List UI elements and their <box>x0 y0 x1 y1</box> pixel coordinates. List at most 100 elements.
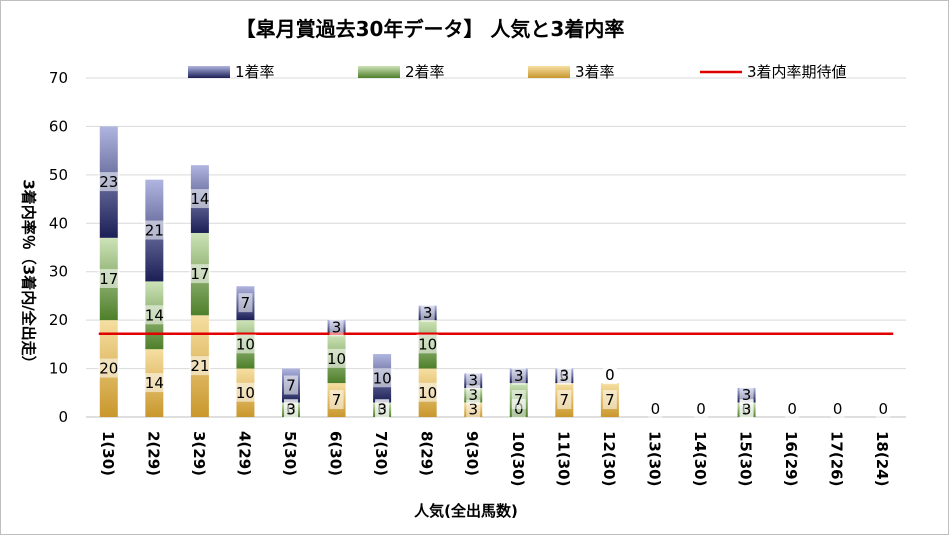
x-tick-label: 13(30) <box>645 431 663 486</box>
x-tick-label: 1(30) <box>99 431 117 476</box>
y-tick-label: 0 <box>58 408 68 426</box>
data-label: 3 <box>468 372 478 390</box>
data-label: 3 <box>423 304 433 322</box>
x-tick-label: 8(29) <box>418 431 436 476</box>
x-tick-label-group: 9(30) <box>463 431 481 476</box>
data-label-bg <box>420 302 435 322</box>
x-tick-label: 5(30) <box>281 431 299 476</box>
data-label-bg <box>234 334 257 354</box>
x-tick-label-group: 16(29) <box>782 431 800 486</box>
legend-swatch <box>358 66 400 78</box>
data-label-bg <box>416 382 439 402</box>
data-label: 7 <box>332 391 342 409</box>
data-label: 17 <box>99 270 118 288</box>
data-label-bg <box>466 385 481 405</box>
x-tick-label: 12(30) <box>600 431 618 486</box>
data-label-bg <box>97 172 120 192</box>
x-tick-label-group: 10(30) <box>509 431 527 486</box>
legend-label: 3着内率期待値 <box>747 63 847 81</box>
x-tick-label-group: 18(24) <box>873 431 891 486</box>
data-label: 3 <box>286 401 296 419</box>
data-label: 3 <box>514 367 524 385</box>
data-label-bg <box>557 390 572 410</box>
data-label-bg <box>97 358 120 378</box>
data-label-bg <box>97 268 120 288</box>
x-tick-label: 18(24) <box>873 431 891 486</box>
x-tick-label: 17(26) <box>828 431 846 486</box>
y-tick-label: 20 <box>49 311 68 329</box>
x-tick-label: 6(30) <box>327 431 345 476</box>
gridlines <box>86 77 906 418</box>
data-label: 10 <box>373 369 392 387</box>
y-axis-title: 3着内率％（3着内/全出走） <box>20 179 38 370</box>
data-label: 0 <box>878 400 888 418</box>
data-label: 10 <box>236 384 255 402</box>
data-label: 3 <box>377 401 387 419</box>
legend-label: 1着率 <box>235 63 275 81</box>
data-label-bg <box>188 189 211 209</box>
data-label: 10 <box>418 384 437 402</box>
x-tick-label-group: 6(30) <box>327 431 345 476</box>
y-tick-label: 60 <box>49 117 68 135</box>
data-label-bg <box>694 399 708 418</box>
data-label: 23 <box>99 173 118 191</box>
x-tick-label: 11(30) <box>554 431 572 486</box>
data-label: 0 <box>787 400 797 418</box>
x-tick-label: 10(30) <box>509 431 527 486</box>
data-label-bg <box>329 317 344 337</box>
y-tick-label: 30 <box>49 263 68 281</box>
x-tick-label-group: 5(30) <box>281 431 299 476</box>
x-tick-label: 16(29) <box>782 431 800 486</box>
data-label-bg <box>830 399 845 418</box>
data-label-bg <box>557 365 572 385</box>
legend-swatch <box>188 66 230 78</box>
data-label: 3 <box>468 401 478 419</box>
data-label-bg <box>511 365 526 385</box>
data-label: 0 <box>605 366 615 384</box>
data-label: 20 <box>99 360 118 378</box>
x-tick-label-group: 2(29) <box>144 431 162 476</box>
x-axis-title: 人気(全出馬数) <box>414 502 518 520</box>
data-label-bg <box>371 368 394 388</box>
data-label-bg <box>238 293 253 313</box>
data-label-bg <box>284 399 298 419</box>
data-label-bg <box>511 390 526 410</box>
data-label: 14 <box>190 190 209 208</box>
legend-swatch <box>528 66 570 78</box>
x-tick-label: 4(29) <box>235 431 253 476</box>
data-label: 7 <box>514 391 524 409</box>
y-tick-labels: 0 10 20 30 40 50 60 70 <box>49 69 68 426</box>
x-tick-label-group: 17(26) <box>828 431 846 486</box>
data-label: 10 <box>327 350 346 368</box>
data-label-bg <box>648 399 663 418</box>
data-label-bg <box>876 399 891 418</box>
data-label: 17 <box>190 265 209 283</box>
x-tick-label: 2(29) <box>144 431 162 476</box>
y-tick-label: 10 <box>49 360 68 378</box>
chart-title: 【皐月賞過去30年データ】 人気と3着内率 <box>236 17 625 41</box>
data-label: 10 <box>236 335 255 353</box>
data-label-bg <box>602 365 617 385</box>
x-tick-label-group: 12(30) <box>600 431 618 486</box>
data-label: 0 <box>651 400 661 418</box>
x-tick-label: 3(29) <box>190 431 208 476</box>
data-label: 3 <box>742 386 752 404</box>
data-label-bg <box>739 385 754 405</box>
data-label-bg <box>143 220 166 240</box>
x-tick-label-group: 11(30) <box>554 431 572 486</box>
data-label-bg <box>188 356 211 376</box>
x-tick-label: 14(30) <box>691 431 709 486</box>
y-axis-title-text: 3着内率％（3着内/全出走） <box>20 179 38 370</box>
legend-label: 2着率 <box>405 63 445 81</box>
data-label-bg <box>602 390 617 410</box>
data-label: 7 <box>286 377 296 395</box>
legend-label: 3着率 <box>575 63 615 81</box>
y-tick-label: 40 <box>49 214 68 232</box>
x-tick-label: 15(30) <box>737 431 755 486</box>
x-tick-label-group: 13(30) <box>645 431 663 486</box>
data-label: 7 <box>605 391 615 409</box>
data-label: 3 <box>332 318 342 336</box>
x-tick-label: 9(30) <box>463 431 481 476</box>
data-label-bg <box>375 399 390 419</box>
